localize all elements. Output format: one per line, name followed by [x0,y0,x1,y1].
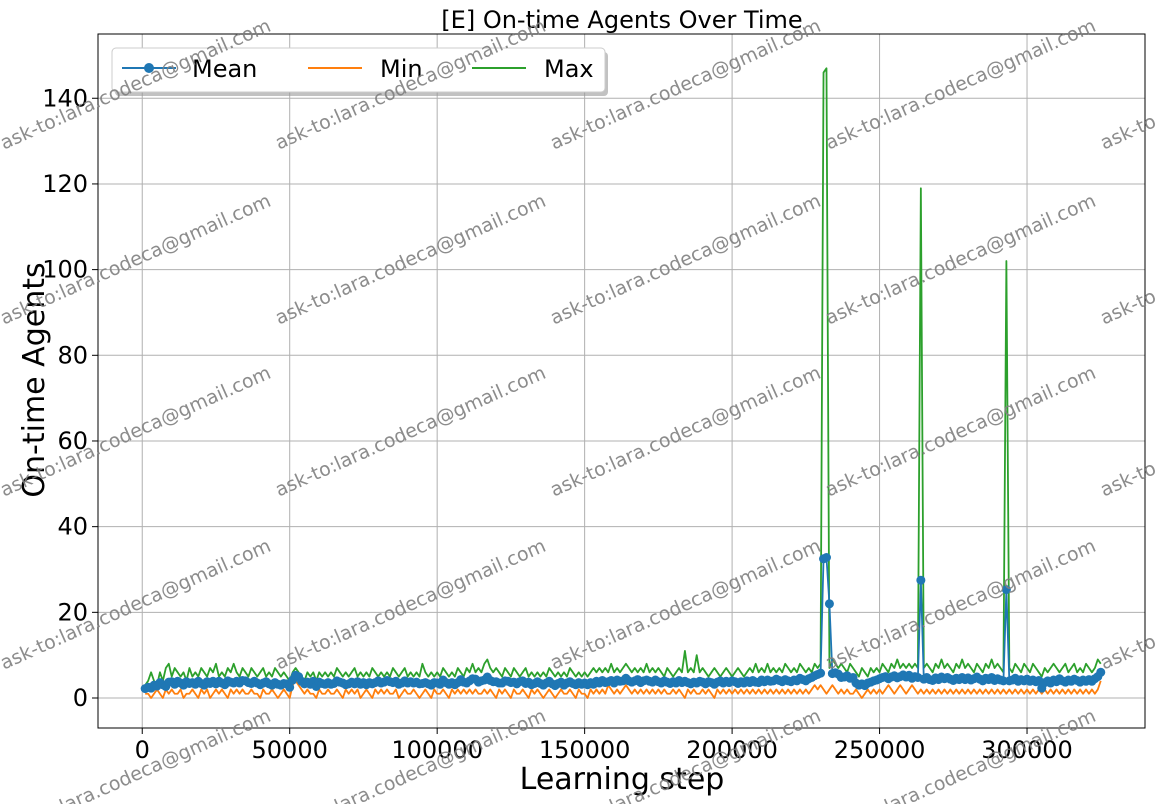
series-mean [140,553,1106,694]
legend-box [111,47,606,93]
series-layer [140,67,1106,699]
y-tick-label: 80 [57,341,88,369]
legend-max-label: Max [544,55,594,83]
legend-mean-label: Mean [192,55,257,83]
plot-frame [97,33,1146,729]
y-tick-label: 20 [57,598,88,626]
series-line-min [145,679,1102,699]
data-point-mean [816,668,826,678]
ticks: 0 50000 100000 150000 200000 250000 300000 0 20 4… [42,84,1073,764]
data-point-mean [821,553,831,562]
data-point-mean [916,575,926,585]
y-tick-label: 60 [57,427,88,455]
x-tick-label: 100000 [391,736,483,764]
x-tick-label: 250000 [834,736,926,764]
grid [98,34,1145,728]
y-tick-label: 140 [42,84,88,112]
y-tick-label: 0 [73,684,88,712]
chart-title: [E] On-time Agents Over Time [441,6,802,34]
x-axis-label: Learning step [520,762,725,797]
x-tick-label: 150000 [539,736,631,764]
y-tick-label: 40 [57,513,88,541]
data-point-mean [285,682,295,692]
y-tick-label: 120 [42,170,88,198]
x-tick-label: 200000 [686,736,778,764]
x-tick-label: 50000 [252,736,328,764]
y-axis-label: On-time Agents [17,262,52,497]
data-point-mean [824,599,834,609]
series-min [145,679,1102,699]
legend-min-label: Min [380,55,423,83]
y-tick-label: 100 [42,256,88,284]
legend: Mean Min Max [111,47,608,96]
data-point-mean [1001,585,1011,595]
x-tick-label: 300000 [981,736,1073,764]
x-tick-label: 0 [135,736,150,764]
data-point-mean [1096,667,1106,677]
legend-mean-marker [144,63,154,73]
